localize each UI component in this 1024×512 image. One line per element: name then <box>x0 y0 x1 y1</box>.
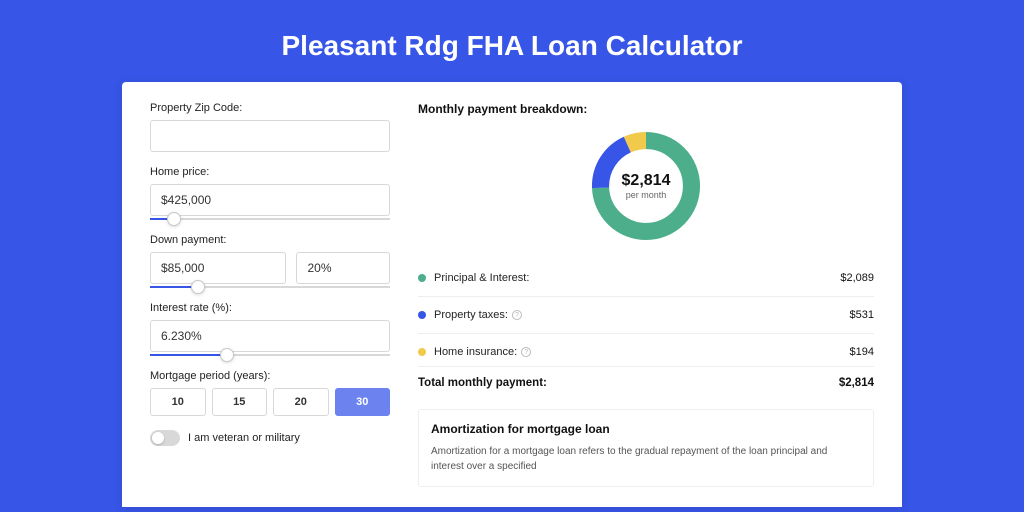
period-field: Mortgage period (years): 10 15 20 30 <box>150 370 390 416</box>
interest-field: Interest rate (%): <box>150 302 390 356</box>
donut-chart: $2,814 per month <box>418 126 874 246</box>
toggle-knob-icon <box>152 432 164 444</box>
legend-dot-icon <box>418 274 426 282</box>
donut-center-value: $2,814 <box>622 172 671 190</box>
legend-row-taxes: Property taxes: ? $531 <box>418 301 874 329</box>
total-value: $2,814 <box>839 377 874 389</box>
down-payment-percent-input[interactable] <box>296 252 390 284</box>
donut-center-sub: per month <box>622 190 671 200</box>
legend-label-taxes: Property taxes: <box>434 309 508 321</box>
total-row: Total monthly payment: $2,814 <box>418 366 874 399</box>
period-button-15[interactable]: 15 <box>212 388 268 416</box>
interest-label: Interest rate (%): <box>150 302 390 314</box>
inputs-column: Property Zip Code: Home price: Down paym… <box>150 102 390 487</box>
info-icon[interactable]: ? <box>512 310 522 320</box>
divider <box>418 333 874 334</box>
home-price-slider[interactable] <box>150 218 390 220</box>
legend-value-insurance: $194 <box>850 346 874 358</box>
zip-input[interactable] <box>150 120 390 152</box>
breakdown-title: Monthly payment breakdown: <box>418 102 874 116</box>
legend-dot-icon <box>418 311 426 319</box>
down-payment-label: Down payment: <box>150 234 390 246</box>
legend-row-principal: Principal & Interest: $2,089 <box>418 264 874 292</box>
amortization-text: Amortization for a mortgage loan refers … <box>431 444 861 474</box>
info-icon[interactable]: ? <box>521 347 531 357</box>
down-payment-amount-input[interactable] <box>150 252 286 284</box>
legend-value-taxes: $531 <box>850 309 874 321</box>
slider-thumb-icon[interactable] <box>220 348 234 362</box>
legend-value-principal: $2,089 <box>840 272 874 284</box>
zip-field: Property Zip Code: <box>150 102 390 152</box>
veteran-toggle[interactable] <box>150 430 180 446</box>
home-price-field: Home price: <box>150 166 390 220</box>
veteran-toggle-row: I am veteran or military <box>150 430 390 446</box>
veteran-label: I am veteran or military <box>188 432 300 444</box>
period-button-10[interactable]: 10 <box>150 388 206 416</box>
interest-input[interactable] <box>150 320 390 352</box>
home-price-label: Home price: <box>150 166 390 178</box>
legend-row-insurance: Home insurance: ? $194 <box>418 338 874 366</box>
total-label: Total monthly payment: <box>418 377 839 389</box>
slider-thumb-icon[interactable] <box>167 212 181 226</box>
amortization-box: Amortization for mortgage loan Amortizat… <box>418 409 874 487</box>
breakdown-column: Monthly payment breakdown: $2,814 per mo… <box>418 102 874 487</box>
amortization-title: Amortization for mortgage loan <box>431 422 861 436</box>
period-label: Mortgage period (years): <box>150 370 390 382</box>
page-title: Pleasant Rdg FHA Loan Calculator <box>0 0 1024 82</box>
period-button-30[interactable]: 30 <box>335 388 391 416</box>
down-payment-slider[interactable] <box>150 286 390 288</box>
divider <box>418 296 874 297</box>
home-price-input[interactable] <box>150 184 390 216</box>
zip-label: Property Zip Code: <box>150 102 390 114</box>
legend-label-insurance: Home insurance: <box>434 346 517 358</box>
calculator-card: Property Zip Code: Home price: Down paym… <box>122 82 902 507</box>
legend-dot-icon <box>418 348 426 356</box>
legend-label-principal: Principal & Interest: <box>434 272 529 284</box>
down-payment-field: Down payment: <box>150 234 390 288</box>
interest-slider[interactable] <box>150 354 390 356</box>
legend: Principal & Interest: $2,089 Property ta… <box>418 264 874 399</box>
slider-thumb-icon[interactable] <box>191 280 205 294</box>
period-button-20[interactable]: 20 <box>273 388 329 416</box>
